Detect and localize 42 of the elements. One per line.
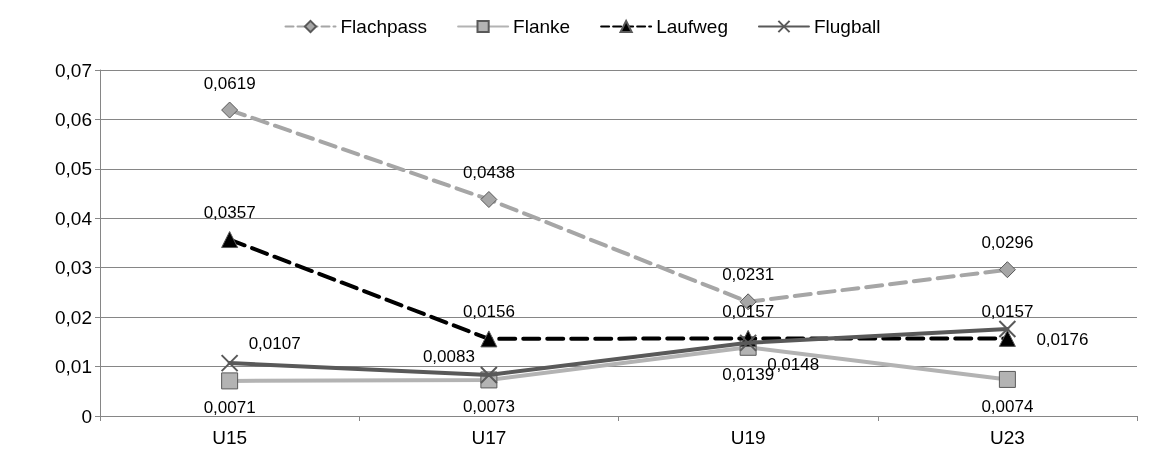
- data-label: 0,0619: [203, 73, 256, 93]
- point: [480, 330, 498, 348]
- y-tick-label: 0,07: [55, 59, 92, 81]
- legend-label: Laufweg: [656, 16, 728, 37]
- x-tick-label: U23: [989, 427, 1025, 448]
- point: [998, 320, 1017, 339]
- y-tick-label: 0,01: [55, 356, 92, 378]
- legend-label: Flanke: [513, 16, 571, 37]
- data-label: 0,0156: [462, 302, 515, 322]
- data-label: 0,0231: [722, 265, 775, 285]
- data-label: 0,0071: [203, 398, 256, 418]
- point: [221, 372, 239, 390]
- y-tick-label: 0: [81, 405, 92, 427]
- y-tick-label: 0,06: [55, 108, 92, 130]
- data-label: 0,0438: [462, 163, 515, 182]
- y-tick-label: 0,05: [55, 158, 92, 180]
- x-tick-label: U15: [212, 427, 248, 448]
- y-tick-label: 0,03: [55, 257, 92, 279]
- data-label: 0,0073: [462, 397, 515, 417]
- data-label: 0,0074: [981, 396, 1034, 416]
- data-label: 0,0296: [981, 233, 1034, 253]
- data-label: 0,0107: [248, 333, 301, 353]
- point: [479, 365, 498, 384]
- y-tick-label: 0,04: [55, 207, 93, 229]
- data-label: 0,0157: [981, 301, 1034, 321]
- point: [221, 101, 239, 119]
- data-label: 0,0176: [1036, 329, 1089, 349]
- data-label: 0,0083: [422, 347, 475, 367]
- legend-label: Flachpass: [340, 16, 428, 37]
- x-tick-label: U17: [471, 427, 507, 448]
- legend-label: Flugball: [813, 16, 881, 37]
- y-tick-label: 0,02: [55, 306, 92, 328]
- data-label: 0,0357: [203, 203, 256, 223]
- point: [998, 370, 1016, 388]
- x-tick-label: U19: [730, 427, 766, 448]
- point: [739, 333, 758, 352]
- point: [998, 329, 1016, 347]
- point: [221, 231, 239, 249]
- point: [220, 354, 239, 373]
- data-label: 0,0157: [722, 301, 775, 321]
- point: [998, 261, 1016, 279]
- point: [480, 191, 498, 208]
